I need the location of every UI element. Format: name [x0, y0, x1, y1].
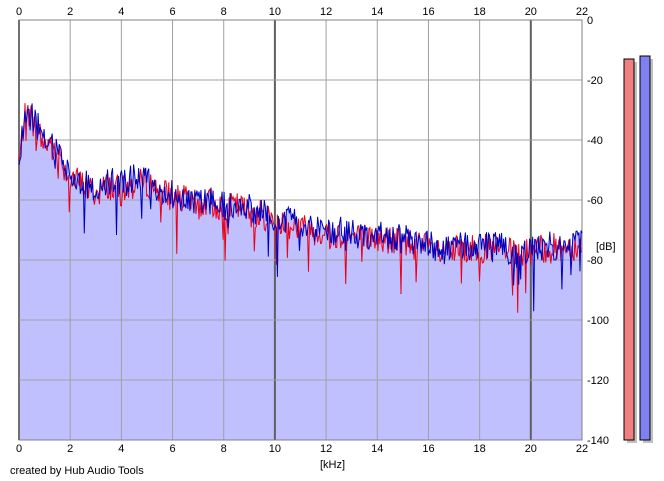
x-tick-label: 22 [576, 6, 588, 18]
x-tick-label: 18 [474, 6, 486, 18]
x-tick-label: 14 [371, 6, 383, 18]
y-tick-label: -120 [587, 375, 609, 387]
x-tick-label: 2 [67, 6, 73, 18]
x-tick-label: 8 [221, 443, 227, 455]
x-tick-label: 12 [320, 6, 332, 18]
x-axis-label: [kHz] [320, 459, 345, 471]
x-tick-label: 16 [422, 6, 434, 18]
y-tick-label: -60 [587, 195, 603, 207]
level-meter-bar [623, 58, 635, 441]
plot-border [18, 19, 583, 441]
level-meter-bar [639, 55, 651, 441]
x-tick-label: 4 [118, 6, 124, 18]
x-tick-label: 0 [16, 443, 22, 455]
grid [18, 19, 583, 441]
y-axis-label: [dB] [596, 241, 616, 253]
y-tick-labels: 0 -20 -40 -60 -80 -100 -120 -140 [587, 15, 609, 447]
x-tick-label: 20 [525, 6, 537, 18]
x-tick-label: 10 [269, 6, 281, 18]
y-tick-label: -20 [587, 75, 603, 87]
x-tick-label: 4 [118, 443, 124, 455]
x-tick-label: 6 [169, 443, 175, 455]
x-tick-label: 8 [221, 6, 227, 18]
x-tick-label: 16 [422, 443, 434, 455]
series-blue-line [18, 103, 583, 312]
y-tick-label: -80 [587, 255, 603, 267]
x-tick-label: 2 [67, 443, 73, 455]
x-tick-labels-bottom: 0 2 4 6 8 10 12 14 16 18 20 22 [16, 443, 588, 455]
level-meters [623, 55, 653, 443]
x-tick-labels-top: 0 2 4 6 8 10 12 14 16 18 20 22 [16, 6, 588, 18]
x-tick-label: 20 [525, 443, 537, 455]
x-tick-label: 18 [474, 443, 486, 455]
y-tick-label: 0 [587, 15, 593, 27]
x-tick-label: 22 [576, 443, 588, 455]
y-tick-label: -40 [587, 135, 603, 147]
x-tick-label: 10 [269, 443, 281, 455]
y-tick-label: -140 [587, 435, 609, 447]
credit-text: created by Hub Audio Tools [10, 465, 144, 477]
x-tick-label: 14 [371, 443, 383, 455]
x-tick-label: 12 [320, 443, 332, 455]
x-tick-label: 0 [16, 6, 22, 18]
x-tick-label: 6 [169, 6, 175, 18]
y-tick-label: -100 [587, 315, 609, 327]
